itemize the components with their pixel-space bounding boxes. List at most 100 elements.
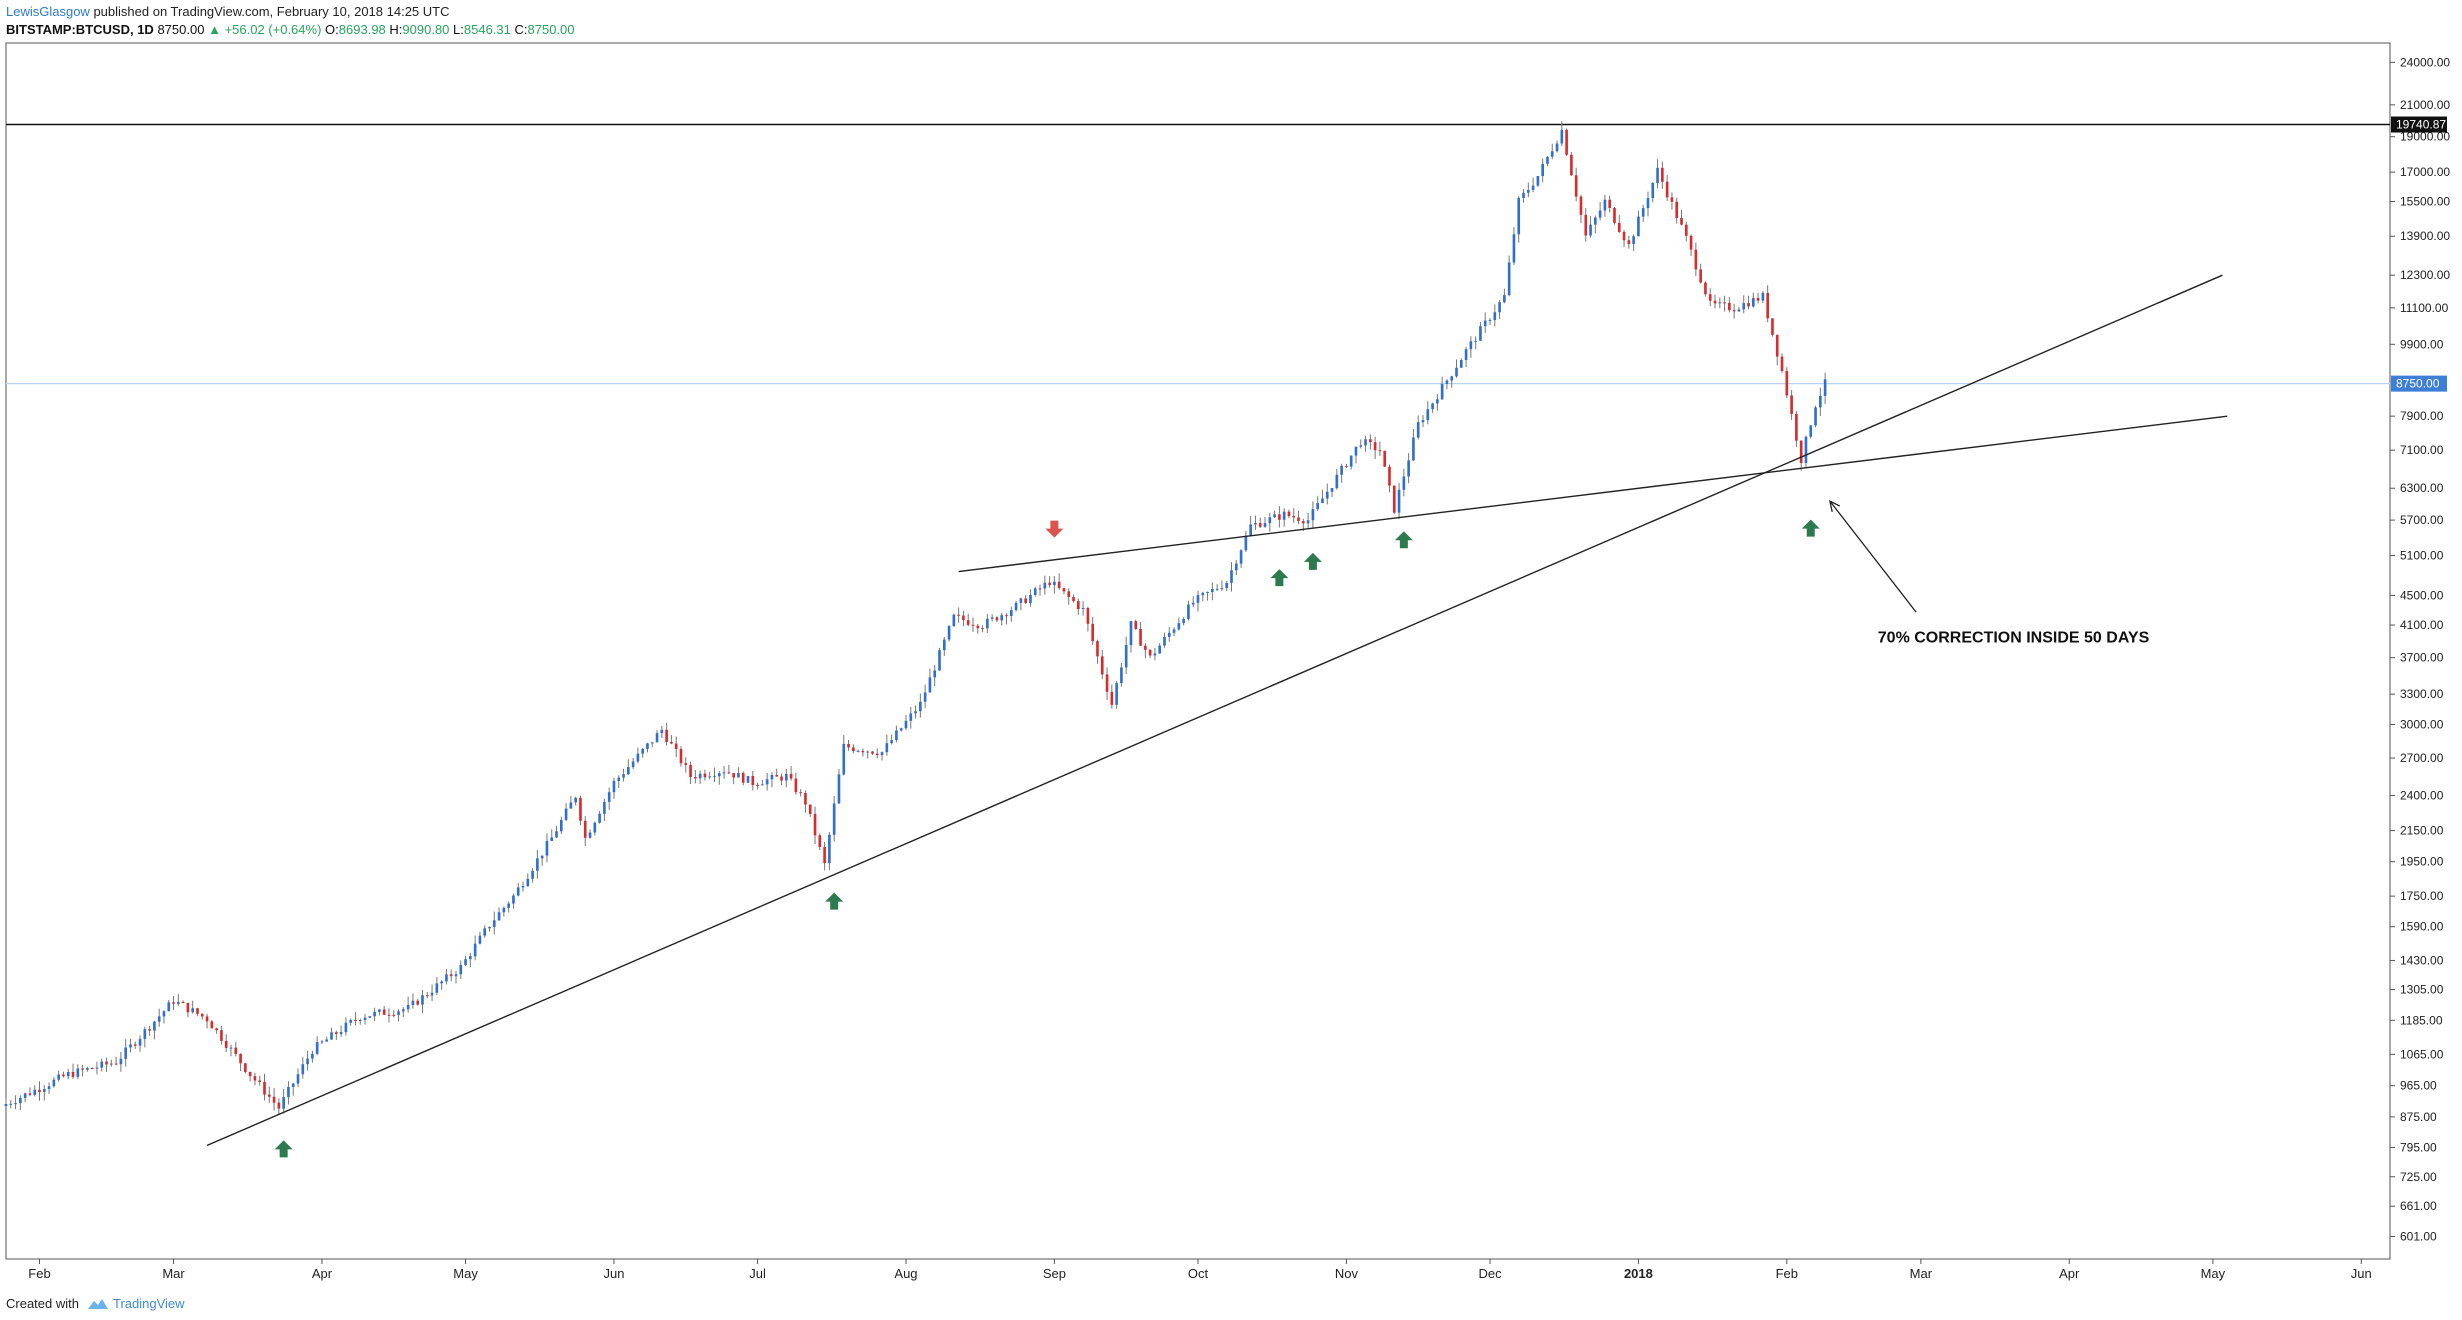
candle-body bbox=[1584, 214, 1588, 236]
candle-body bbox=[138, 1038, 142, 1046]
candle-body bbox=[550, 837, 554, 841]
author-link[interactable]: LewisGlasgow bbox=[6, 4, 90, 19]
footer: Created with TradingView bbox=[6, 1296, 185, 1311]
candle bbox=[440, 980, 443, 990]
candle-body bbox=[703, 773, 707, 778]
candle-body bbox=[392, 1014, 396, 1016]
candle bbox=[1708, 288, 1712, 307]
candle-body bbox=[670, 741, 673, 744]
candle-body bbox=[1522, 192, 1525, 198]
candle bbox=[852, 744, 855, 754]
candle bbox=[492, 911, 496, 935]
candle bbox=[627, 759, 630, 776]
candle bbox=[1009, 606, 1013, 622]
candle bbox=[90, 1067, 94, 1069]
candle bbox=[1029, 589, 1032, 607]
candle-body bbox=[90, 1067, 94, 1069]
candle bbox=[555, 825, 558, 839]
candle-body bbox=[1369, 439, 1372, 443]
candle-body bbox=[1215, 588, 1219, 590]
candle-body bbox=[1541, 163, 1544, 177]
arrow-up-marker-icon bbox=[1394, 531, 1413, 549]
candle-body bbox=[1091, 623, 1094, 642]
candle bbox=[607, 787, 611, 810]
candle bbox=[1354, 446, 1358, 464]
candle bbox=[875, 748, 879, 759]
arrow-up-marker-icon bbox=[274, 1140, 293, 1158]
candle bbox=[1273, 510, 1276, 518]
candle-body bbox=[1459, 359, 1463, 368]
candle bbox=[856, 749, 860, 753]
candle-body bbox=[129, 1044, 132, 1048]
candle-body bbox=[215, 1028, 218, 1031]
candle bbox=[478, 931, 482, 945]
candle bbox=[799, 789, 802, 797]
candle-body bbox=[1493, 312, 1497, 321]
candle bbox=[33, 1085, 37, 1097]
candle bbox=[832, 796, 836, 842]
y-tick-label: 2700.00 bbox=[2400, 751, 2444, 765]
candle bbox=[425, 992, 429, 999]
candle bbox=[966, 613, 970, 627]
candle bbox=[119, 1051, 123, 1072]
candle-body bbox=[1708, 294, 1712, 301]
candle bbox=[1512, 227, 1516, 265]
candle bbox=[727, 764, 731, 774]
candle-body bbox=[603, 801, 606, 814]
candle bbox=[416, 998, 420, 1006]
candle bbox=[1196, 590, 1200, 612]
candle-body bbox=[1627, 240, 1631, 245]
candle bbox=[473, 935, 477, 961]
candle-body bbox=[1081, 608, 1085, 610]
candle-body bbox=[717, 773, 721, 777]
candle bbox=[153, 1020, 156, 1040]
candle bbox=[746, 775, 750, 783]
candle-body bbox=[1225, 582, 1229, 589]
candle bbox=[1249, 516, 1252, 537]
candle-body bbox=[1014, 602, 1018, 611]
candle-body bbox=[875, 753, 879, 756]
candle bbox=[1464, 346, 1468, 368]
candle bbox=[1330, 488, 1334, 497]
candle-body bbox=[1632, 236, 1635, 245]
candle-body bbox=[1292, 516, 1296, 518]
candle-body bbox=[349, 1020, 352, 1023]
candle bbox=[603, 799, 606, 822]
candle-body bbox=[143, 1029, 147, 1039]
last-price: 8750.00 bbox=[157, 22, 205, 37]
tradingview-brand[interactable]: TradingView bbox=[87, 1296, 185, 1311]
x-tick-label: Mar bbox=[162, 1266, 185, 1281]
candle-body bbox=[430, 992, 434, 996]
candle bbox=[1234, 559, 1238, 576]
candle-body bbox=[555, 831, 558, 838]
candle bbox=[1167, 626, 1171, 642]
candle-body bbox=[114, 1063, 118, 1065]
candle-body bbox=[1120, 667, 1123, 684]
candle bbox=[919, 693, 922, 718]
candle-body bbox=[406, 1004, 410, 1010]
candle bbox=[1804, 435, 1808, 469]
candle-body bbox=[1029, 594, 1032, 603]
candle bbox=[76, 1064, 80, 1079]
candle bbox=[679, 746, 683, 767]
candle bbox=[191, 1000, 195, 1014]
candle-body bbox=[153, 1021, 156, 1031]
candle bbox=[1316, 496, 1319, 512]
candle bbox=[880, 751, 884, 761]
candle-body bbox=[62, 1074, 65, 1077]
candle bbox=[909, 707, 913, 729]
candle-body bbox=[708, 776, 712, 778]
candle bbox=[1574, 167, 1578, 202]
candle-body bbox=[1675, 201, 1679, 219]
candle-body bbox=[1574, 175, 1578, 197]
x-tick-label: Jul bbox=[749, 1266, 766, 1281]
x-tick-label: Apr bbox=[2059, 1266, 2080, 1281]
x-tick-label: Sep bbox=[1043, 1266, 1066, 1281]
candle bbox=[579, 795, 582, 826]
candle bbox=[1282, 508, 1286, 527]
candle-body bbox=[186, 1003, 190, 1013]
y-tick-label: 5700.00 bbox=[2400, 513, 2444, 527]
candle-body bbox=[110, 1063, 113, 1065]
y-tick-label: 965.00 bbox=[2400, 1079, 2437, 1093]
